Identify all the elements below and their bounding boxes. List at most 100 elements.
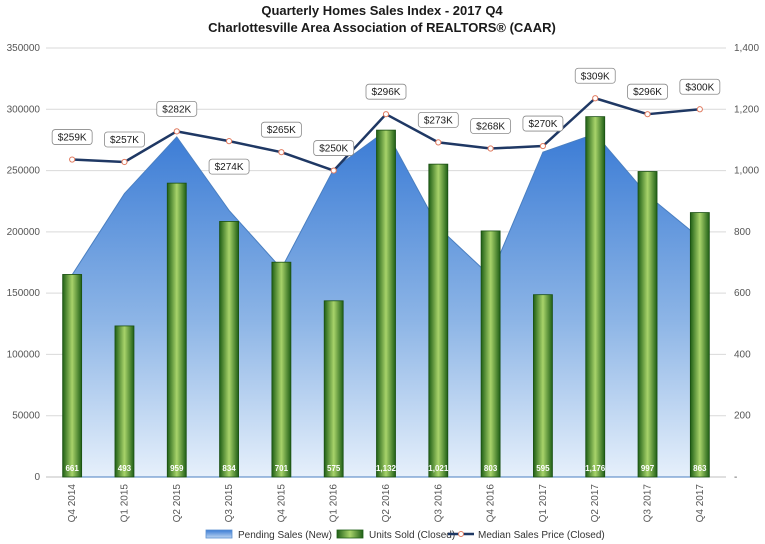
units-sold-bar (62, 274, 83, 478)
median-price-label: $250K (319, 144, 348, 155)
y-left-tick-label: 350000 (7, 43, 41, 54)
units-sold-label: 701 (275, 464, 289, 473)
units-sold-bar (114, 325, 135, 478)
units-sold-bars: 661 493 959 834 701 575 1,132 1,021 803 595 1,176 9… (62, 116, 710, 478)
x-tick-label: Q1 2017 (538, 484, 549, 523)
median-price-point (225, 138, 233, 145)
median-price-label-box (627, 83, 668, 100)
median-price-label: $268K (476, 122, 505, 133)
median-price-label-box (470, 118, 512, 134)
x-tick-label: Q2 2016 (381, 484, 392, 523)
units-sold-label: 595 (536, 464, 550, 473)
y-right-tick-label: 200 (734, 411, 751, 422)
units-sold-bar (585, 116, 606, 478)
median-price-label-box (365, 83, 407, 100)
median-price-label-box (313, 140, 355, 156)
legend-label-median: Median Sales Price (Closed) (478, 530, 605, 541)
y-right-tick-label: - (734, 472, 737, 483)
y-left-tick-label: 50000 (12, 411, 40, 422)
median-price-point (330, 167, 337, 174)
x-tick-label: Q4 2015 (276, 484, 287, 523)
y-left-tick-label: 200000 (7, 227, 41, 238)
y-right-tick-label: 1,000 (734, 166, 759, 177)
x-tick-label: Q1 2016 (329, 484, 340, 523)
median-price-point (539, 142, 547, 150)
units-sold-bar (271, 261, 292, 478)
x-tick-label: Q4 2016 (486, 484, 497, 523)
median-price-label: $274K (215, 162, 244, 173)
median-price-point (592, 95, 599, 102)
median-price-label: $300K (685, 82, 714, 93)
units-sold-label: 834 (222, 464, 236, 473)
median-price-label-box (156, 100, 198, 117)
y-left-tick-label: 300000 (7, 104, 41, 115)
median-price-label: $257K (110, 135, 139, 146)
median-price-point (173, 128, 180, 135)
median-price-label: $309K (581, 71, 610, 82)
y-left-tick-label: 0 (34, 472, 40, 483)
units-sold-bar (428, 163, 449, 478)
y-left-tick-label: 150000 (7, 288, 41, 299)
median-price-point (696, 106, 703, 113)
y-left-tick-label: 100000 (7, 349, 41, 360)
median-price-label: $296K (633, 87, 662, 98)
x-tick-label: Q2 2015 (172, 484, 183, 523)
units-sold-label: 863 (693, 464, 707, 473)
x-tick-label: Q4 2014 (67, 484, 78, 523)
legend-swatch-units (336, 529, 364, 539)
units-sold-bar (637, 171, 658, 478)
median-price-label-box (208, 158, 250, 175)
x-tick-label: Q2 2017 (590, 484, 601, 523)
median-price-label: $265K (267, 125, 296, 136)
units-sold-label: 1,176 (585, 464, 606, 473)
units-sold-bar (533, 294, 553, 478)
right-axis: - 200 400 600 800 1,000 1,200 1,400 (734, 43, 759, 483)
units-sold-label: 959 (170, 464, 184, 473)
median-price-label: $259K (58, 133, 87, 144)
units-sold-label: 661 (65, 464, 79, 473)
units-sold-bar (689, 212, 710, 478)
units-sold-bar (219, 221, 239, 478)
chart-subtitle: Charlottesville Area Association of REAL… (208, 20, 556, 35)
x-tick-label: Q3 2016 (433, 484, 444, 523)
median-price-label-box (51, 129, 93, 145)
units-sold-label: 493 (118, 464, 132, 473)
median-price-line: $259K $257K $282K $274K $265K $250K $296K $273K… (51, 67, 721, 175)
y-right-tick-label: 1,400 (734, 43, 759, 54)
x-tick-label: Q3 2017 (643, 484, 654, 523)
median-price-point (69, 156, 76, 163)
units-sold-bar (166, 182, 187, 478)
legend-marker-median (458, 531, 464, 537)
units-sold-label: 997 (641, 464, 655, 473)
legend-label-units: Units Sold (Closed) (369, 530, 455, 541)
x-axis: Q4 2014 Q1 2015 Q2 2015 Q3 2015 Q4 2015 Q1 20… (67, 484, 706, 523)
left-axis: 0 50000 100000 150000 200000 250000 300000 3500… (7, 43, 41, 483)
units-sold-label: 1,021 (428, 464, 449, 473)
y-right-tick-label: 600 (734, 288, 751, 299)
legend-swatch-pending (205, 529, 233, 539)
median-price-point (382, 111, 390, 118)
legend-label-pending: Pending Sales (New) (238, 530, 332, 541)
y-right-tick-label: 400 (734, 349, 751, 360)
x-tick-label: Q1 2015 (119, 484, 130, 523)
median-price-label: $270K (528, 119, 557, 130)
x-tick-label: Q3 2015 (224, 484, 235, 523)
median-price-label-box (417, 111, 459, 128)
y-right-tick-label: 1,200 (734, 104, 759, 115)
y-right-tick-label: 800 (734, 227, 751, 238)
median-price-label-box (522, 115, 564, 132)
units-sold-bar (480, 230, 501, 478)
median-price-label-box (104, 131, 145, 148)
median-price-point (278, 149, 285, 156)
median-price-label: $282K (162, 104, 191, 115)
median-price-label-box (260, 121, 302, 138)
median-price-point (644, 111, 651, 118)
median-price-label: $273K (424, 115, 453, 126)
y-left-tick-label: 250000 (7, 166, 41, 177)
units-sold-label: 803 (484, 464, 498, 473)
chart-title: Quarterly Homes Sales Index - 2017 Q4 (261, 3, 503, 18)
units-sold-bar (376, 129, 396, 478)
x-tick-label: Q4 2017 (695, 484, 706, 523)
median-price-label-box (574, 67, 616, 84)
